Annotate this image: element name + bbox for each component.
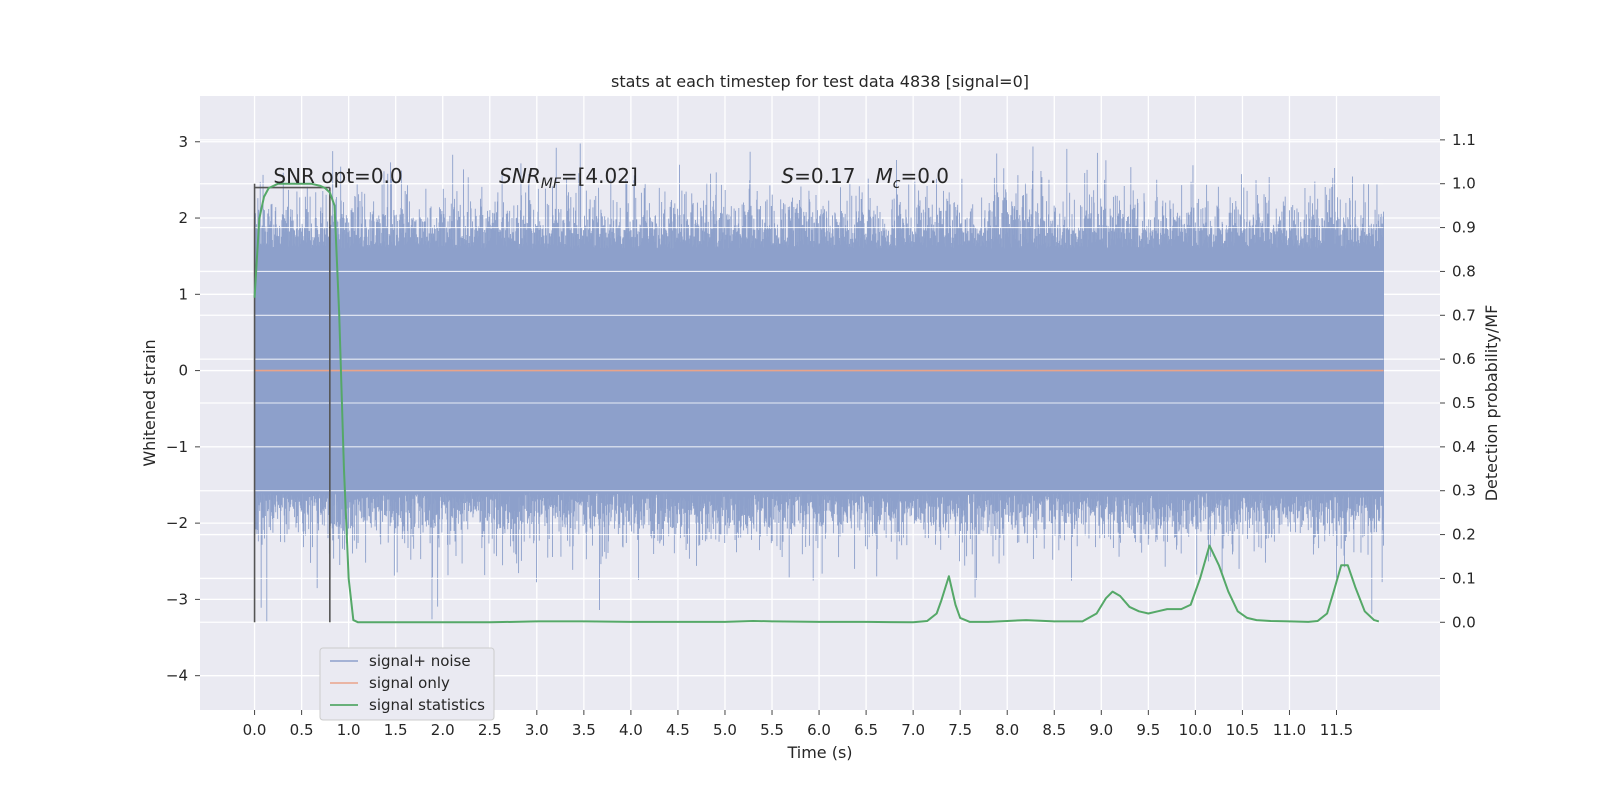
x-tick-label: 1.5 <box>384 721 408 739</box>
y-axis-label: Whitened strain <box>140 339 159 466</box>
x-tick-label: 0.0 <box>243 721 267 739</box>
x-tick-label: 7.5 <box>948 721 972 739</box>
y-tick-label: −4 <box>166 667 188 685</box>
annotations: SNR opt=0.0 SNRMF=[4.02] S=0.17 Mc=0.0 <box>273 164 949 192</box>
y2-tick-label: 0.0 <box>1452 613 1476 631</box>
x-tick-label: 6.5 <box>854 721 878 739</box>
x-tick-label: 10.0 <box>1179 721 1212 739</box>
x-tick-label: 1.0 <box>337 721 361 739</box>
x-tick-label: 3.5 <box>572 721 596 739</box>
y-tick-label: 0 <box>178 362 188 380</box>
x-tick-label: 5.5 <box>760 721 784 739</box>
legend-label-signal-only: signal only <box>369 674 450 692</box>
y2-tick-label: 1.0 <box>1452 175 1476 193</box>
annotation-s-stat: S=0.17 <box>781 164 855 188</box>
x-tick-label: 10.5 <box>1226 721 1259 739</box>
x-tick-label: 2.0 <box>431 721 455 739</box>
legend: signal+ noise signal only signal statist… <box>319 647 495 721</box>
x-tick-label: 6.0 <box>807 721 831 739</box>
y2-tick-label: 0.9 <box>1452 219 1476 237</box>
y-tick-label: −3 <box>166 590 188 608</box>
legend-box <box>319 647 495 721</box>
y-tick-label: −1 <box>166 438 188 456</box>
x-axis-label: Time (s) <box>786 743 852 762</box>
x-tick-label: 8.0 <box>995 721 1019 739</box>
x-tick-label: 5.0 <box>713 721 737 739</box>
vertical-markers <box>253 183 331 623</box>
y2-tick-label: 0.3 <box>1452 482 1476 500</box>
x-tick-label: 7.0 <box>901 721 925 739</box>
legend-label-signal-plus-noise: signal+ noise <box>369 652 471 670</box>
x-tick-label: 8.5 <box>1042 721 1066 739</box>
y2-tick-label: 0.7 <box>1452 306 1476 324</box>
y2-tick-label: 0.2 <box>1452 526 1476 544</box>
annotation-mc: Mc=0.0 <box>876 164 950 192</box>
x-tick-label: 4.0 <box>619 721 643 739</box>
x-tick-label: 0.5 <box>290 721 314 739</box>
series-signal-statistics <box>253 182 1380 624</box>
y-tick-label: 3 <box>178 133 188 151</box>
x-tick-label: 11.0 <box>1273 721 1306 739</box>
y2-tick-label: 0.1 <box>1452 569 1476 587</box>
annotation-snr-mf: SNRMF=[4.02] <box>499 164 638 192</box>
y2-tick-label: 0.8 <box>1452 262 1476 280</box>
signal-statistics-line <box>253 182 1380 624</box>
y-axis-ticks: −4 −3 −2 −1 0 1 2 3 <box>166 133 200 685</box>
x-tick-label: 4.5 <box>666 721 690 739</box>
x-tick-label: 9.5 <box>1136 721 1160 739</box>
y2-tick-label: 0.5 <box>1452 394 1476 412</box>
y2-axis-label: Detection probability/MF <box>1482 305 1501 502</box>
y2-tick-label: 1.1 <box>1452 131 1476 149</box>
x-tick-label: 3.0 <box>525 721 549 739</box>
y2-tick-label: 0.4 <box>1452 438 1476 456</box>
x-axis-ticks: 0.0 0.5 1.0 1.5 2.0 2.5 3.0 3.5 4.0 4.5 5.0 5.5 6.0 6… <box>243 710 1353 739</box>
chart-title: stats at each timestep for test data 483… <box>611 72 1029 91</box>
x-tick-label: 2.5 <box>478 721 502 739</box>
y2-axis-ticks: 0.0 0.1 0.2 0.3 0.4 0.5 0.6 0.7 0.8 0.9 1.0 1.1 <box>1440 131 1476 631</box>
y-tick-label: 1 <box>178 285 188 303</box>
x-tick-label: 11.5 <box>1320 721 1353 739</box>
y-tick-label: −2 <box>166 514 188 532</box>
x-tick-label: 9.0 <box>1089 721 1113 739</box>
y-tick-label: 2 <box>178 209 188 227</box>
legend-label-signal-statistics: signal statistics <box>369 696 485 714</box>
y2-tick-label: 0.6 <box>1452 350 1476 368</box>
annotation-snr-opt: SNR opt=0.0 <box>273 164 402 188</box>
